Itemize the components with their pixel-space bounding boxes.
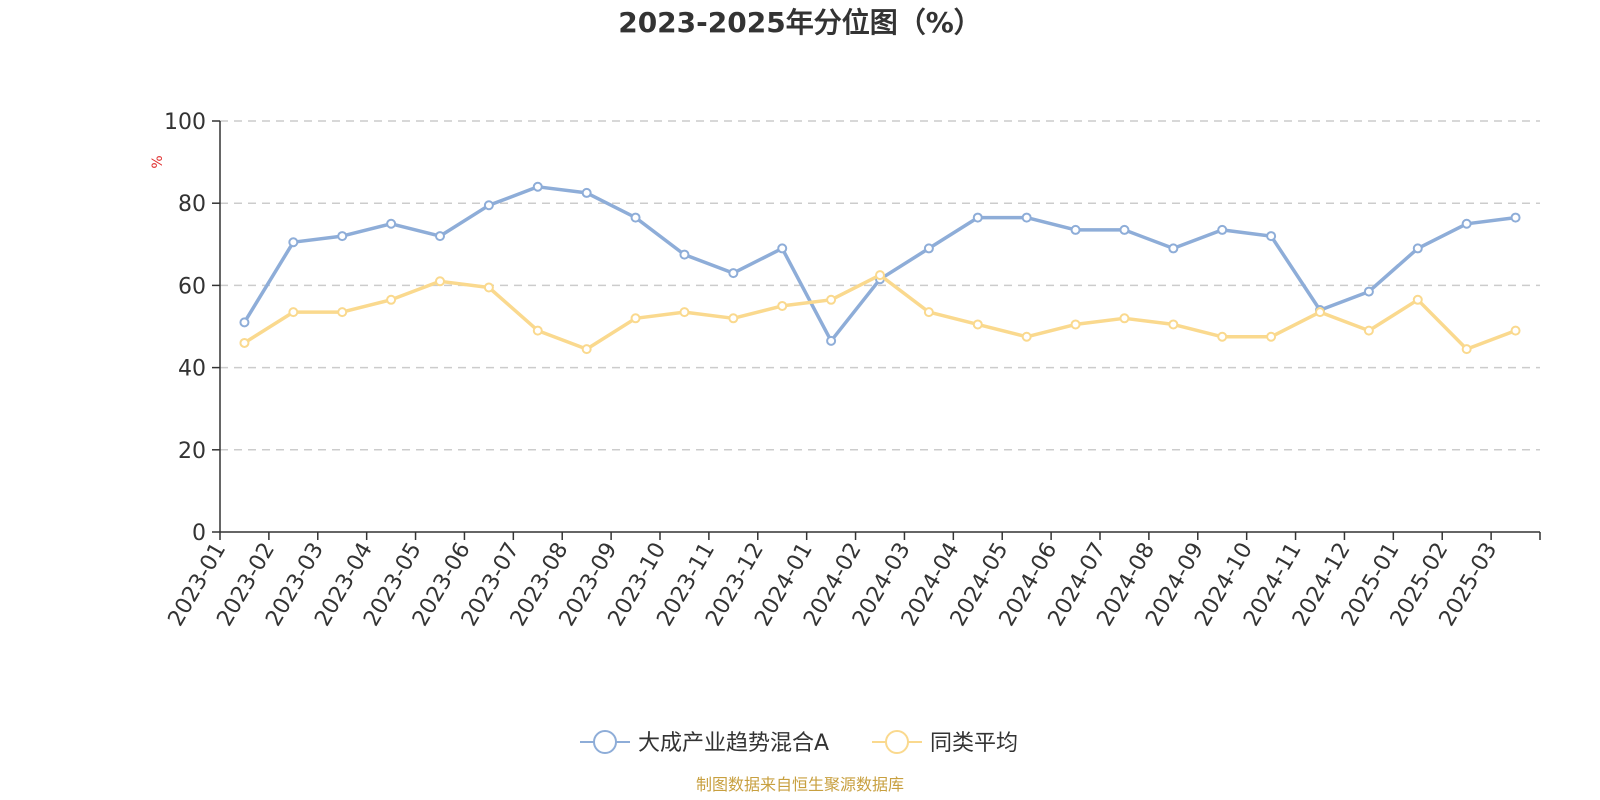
data-point	[483, 282, 494, 293]
data-point	[1217, 224, 1228, 235]
series-group	[239, 181, 1521, 346]
data-point	[777, 300, 788, 311]
data-point	[1266, 231, 1277, 242]
data-point	[972, 319, 983, 330]
data-point	[1315, 307, 1325, 318]
data-point	[728, 268, 739, 279]
grid-lines	[220, 120, 1540, 451]
data-source-note: 制图数据来自恒生聚源数据库	[696, 775, 904, 794]
y-tick-label: 100	[164, 110, 206, 135]
data-point	[679, 249, 690, 260]
legend-item[interactable]: 大成产业趋势混合A	[580, 730, 829, 756]
data-point	[1119, 313, 1130, 324]
data-point	[337, 307, 348, 318]
data-point	[386, 218, 397, 229]
data-point	[1412, 294, 1423, 305]
data-point	[923, 243, 934, 254]
series-group	[239, 270, 1521, 355]
data-point	[679, 307, 690, 318]
data-point	[1461, 218, 1472, 229]
data-point	[1266, 331, 1277, 342]
y-tick-label: 80	[178, 192, 206, 217]
data-point	[435, 231, 445, 242]
legend-circle-icon	[885, 730, 909, 754]
data-point	[972, 212, 983, 223]
y-tick-label: 20	[178, 439, 206, 464]
data-point	[337, 231, 348, 242]
y-tick-label: 40	[178, 357, 206, 382]
data-point	[777, 243, 788, 254]
data-point	[1070, 224, 1081, 235]
data-point	[581, 187, 592, 198]
data-point	[1363, 286, 1374, 297]
legend-item[interactable]: 同类平均	[872, 730, 1018, 756]
data-point	[1168, 243, 1179, 254]
data-point	[1510, 212, 1521, 223]
data-point	[288, 307, 299, 318]
legend-label: 大成产业趋势混合A	[638, 731, 829, 756]
data-point	[581, 344, 592, 355]
data-point	[1461, 344, 1472, 355]
data-point	[728, 313, 739, 324]
legend: 大成产业趋势混合A 同类平均	[580, 730, 1018, 756]
y-axis-unit-label: %	[150, 155, 166, 168]
data-point	[630, 313, 641, 324]
legend-circle-icon	[593, 730, 617, 754]
y-tick-label: 0	[192, 521, 206, 546]
data-point	[1021, 331, 1032, 342]
data-point	[386, 294, 397, 305]
chart-title: 2023-2025年分位图（%）	[618, 6, 982, 39]
data-point	[1217, 331, 1228, 342]
data-point	[532, 325, 543, 336]
data-point	[288, 237, 299, 248]
data-point	[1510, 325, 1521, 336]
data-point	[1363, 325, 1374, 336]
data-point	[435, 276, 445, 287]
data-point	[826, 335, 837, 346]
data-point	[483, 200, 494, 211]
data-point	[1021, 212, 1032, 223]
series-lines	[239, 181, 1521, 355]
axes: 0204060801002023-012023-022023-032023-04…	[164, 110, 1541, 631]
data-point	[826, 294, 837, 305]
series-line	[242, 185, 1516, 343]
data-point	[239, 337, 250, 348]
y-tick-label: 60	[178, 274, 206, 299]
data-point	[1412, 243, 1423, 254]
data-point	[532, 181, 543, 192]
data-point	[1070, 319, 1081, 330]
data-point	[1119, 224, 1130, 235]
legend-label: 同类平均	[930, 731, 1018, 756]
data-point	[239, 317, 250, 328]
data-point	[923, 307, 934, 318]
data-point	[630, 212, 641, 223]
data-point	[875, 270, 885, 281]
data-point	[1168, 319, 1179, 330]
